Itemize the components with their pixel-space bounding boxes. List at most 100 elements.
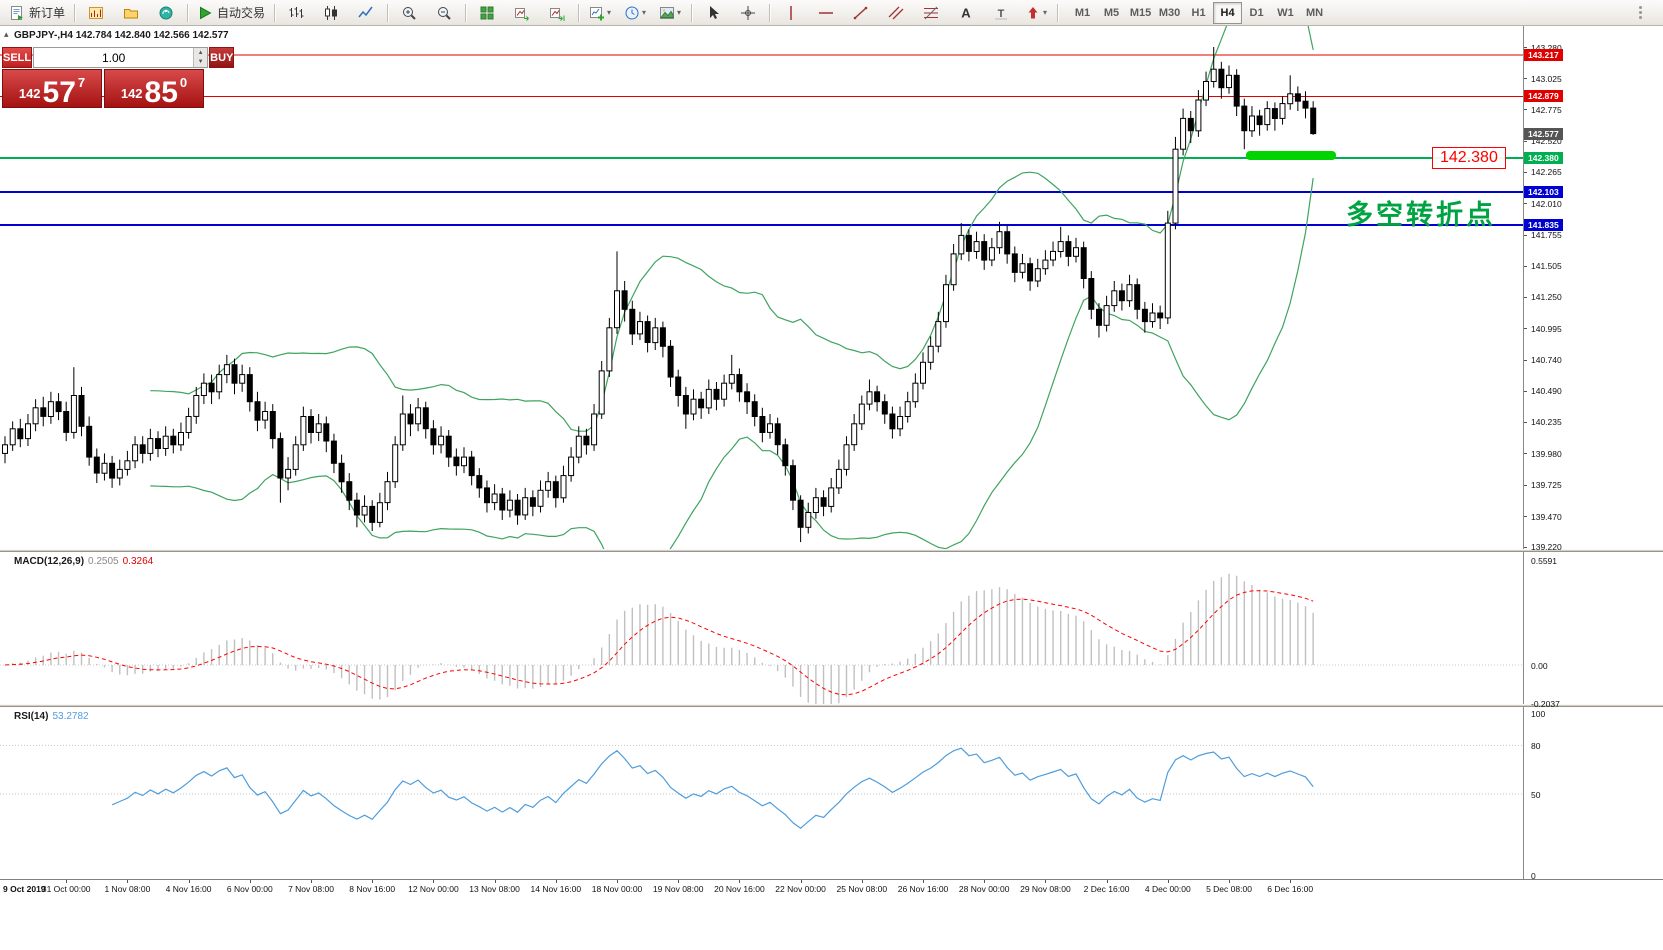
timeframe-m5-button[interactable]: M5 — [1103, 6, 1120, 19]
cursor-icon — [710, 5, 720, 19]
indicators-icon — [590, 6, 605, 20]
crosshair-tool-button[interactable] — [731, 1, 765, 25]
auto-trading-button[interactable]: 自动交易 — [192, 1, 270, 25]
main-chart-pane[interactable] — [0, 26, 1523, 549]
sell-price-panel[interactable]: 142 57 7 — [2, 69, 102, 108]
volume-input[interactable] — [34, 48, 194, 67]
time-label: 1 Nov 08:00 — [104, 884, 151, 894]
arrows-tool-button[interactable]: ▾ — [1019, 1, 1053, 25]
periods-button[interactable]: ▾ — [618, 1, 652, 25]
buy-price-pipette: 0 — [179, 75, 188, 90]
macd-main-value: 0.2505 — [88, 556, 119, 567]
auto-scroll-button[interactable] — [505, 1, 539, 25]
pane-splitter[interactable] — [0, 704, 1663, 707]
timeframe-d1-button[interactable]: D1 — [1249, 6, 1264, 19]
toolbar-separator — [465, 3, 467, 22]
pane-splitter[interactable] — [0, 549, 1663, 552]
sell-price-pipette: 7 — [77, 75, 86, 90]
buy-button[interactable]: BUY — [209, 47, 235, 68]
panel-collapse-icon[interactable]: ▴ — [4, 29, 9, 39]
candlestick-mode-button[interactable] — [314, 1, 348, 25]
trendline-icon — [853, 6, 868, 19]
price-tick: 140.740 — [1531, 355, 1562, 366]
text-icon: A — [961, 5, 971, 20]
volume-box: ▲ ▼ — [33, 47, 209, 68]
fibonacci-tool-button[interactable] — [914, 1, 948, 25]
templates-button[interactable]: ▾ — [653, 1, 687, 25]
price-badge: 142.577 — [1524, 127, 1563, 140]
timeframe-m30-button[interactable]: M30 — [1158, 6, 1181, 19]
time-label: 25 Nov 08:00 — [836, 884, 888, 894]
timeframe-w1-button[interactable]: W1 — [1277, 6, 1294, 19]
crosshair-icon — [741, 5, 756, 20]
volume-spinner: ▲ ▼ — [193, 48, 208, 67]
toolbar-separator — [691, 3, 693, 22]
indicators-button[interactable]: ▾ — [583, 1, 617, 25]
timeframe-m15-button[interactable]: M15 — [1129, 6, 1152, 19]
profiles-button[interactable] — [114, 1, 148, 25]
timeframe-h4-button[interactable]: H4 — [1213, 1, 1243, 24]
rsi-value: 53.2782 — [52, 711, 89, 722]
zoom-out-button[interactable] — [427, 1, 461, 25]
toolbar-separator — [578, 3, 580, 22]
indicators-caret-icon: ▾ — [607, 8, 612, 17]
toolbar-separator — [387, 3, 389, 22]
new-order-button[interactable]: 新订单 — [4, 1, 70, 25]
toolbar: 新订单 自动交易 — [0, 0, 1663, 26]
periods-caret-icon: ▾ — [642, 8, 647, 17]
annotation-text[interactable]: 多空转折点 — [1346, 200, 1496, 230]
price-tick: 139.220 — [1531, 542, 1562, 553]
time-label: 19 Nov 08:00 — [652, 884, 704, 894]
price-tick: 139.980 — [1531, 448, 1562, 459]
time-label: 6 Nov 00:00 — [226, 884, 273, 894]
play-icon — [200, 6, 212, 19]
toolbar-separator — [769, 3, 771, 22]
price-tick: 141.250 — [1531, 292, 1562, 303]
zoom-in-icon — [403, 6, 416, 20]
line-chart-mode-button[interactable] — [349, 1, 383, 25]
time-label: 12 Nov 00:00 — [408, 884, 459, 894]
new-chart-icon — [89, 6, 104, 19]
vertical-line-tool-button[interactable] — [774, 1, 808, 25]
price-tick: 142.010 — [1531, 198, 1562, 209]
buy-price-panel[interactable]: 142 85 0 — [104, 69, 204, 108]
timeframe-h1-button[interactable]: H1 — [1191, 6, 1206, 19]
channel-tool-button[interactable] — [879, 1, 913, 25]
volume-down-button[interactable]: ▼ — [194, 57, 208, 67]
volume-up-button[interactable]: ▲ — [194, 48, 208, 58]
cursor-tool-button[interactable] — [696, 1, 730, 25]
trendline-tool-button[interactable] — [844, 1, 878, 25]
toolbar-separator — [187, 3, 189, 22]
text-label-tool-button[interactable]: T — [984, 1, 1018, 25]
time-scale[interactable]: 9 Oct 2019 31 Oct 00:00 1 Nov 08:00 4 Nov 1… — [0, 880, 1663, 896]
toolbar-overflow-button[interactable] — [1621, 1, 1659, 25]
profiles-icon — [124, 8, 139, 18]
time-label: 31 Oct 00:00 — [41, 884, 91, 894]
horizontal-line-tool-button[interactable] — [809, 1, 843, 25]
new-chart-button[interactable] — [79, 1, 113, 25]
chart-shift-button[interactable] — [540, 1, 574, 25]
timeframe-mn-button[interactable]: MN — [1305, 6, 1324, 19]
zoom-in-button[interactable] — [392, 1, 426, 25]
price-badge: 141.835 — [1524, 218, 1563, 231]
price-scale[interactable]: 143.280 143.025 142.775 142.520 142.265 142.0… — [1524, 26, 1663, 881]
tile-windows-button[interactable] — [470, 1, 504, 25]
price-tick: 142.520 — [1531, 136, 1562, 147]
text-tool-button[interactable]: A — [949, 1, 983, 25]
sell-button[interactable]: SELL — [2, 47, 33, 68]
time-label: 28 Nov 00:00 — [958, 884, 1010, 894]
community-button[interactable] — [149, 1, 183, 25]
time-label: 9 Oct 2019 — [3, 884, 46, 894]
toolbar-separator — [74, 3, 76, 22]
new-order-icon — [11, 5, 23, 20]
timeframe-m1-button[interactable]: M1 — [1074, 6, 1091, 19]
time-label: 20 Nov 16:00 — [714, 884, 765, 894]
fibonacci-icon — [924, 6, 939, 19]
time-label: 14 Nov 16:00 — [530, 884, 582, 894]
bar-chart-mode-button[interactable] — [279, 1, 313, 25]
templates-caret-icon: ▾ — [677, 8, 682, 17]
price-level-label[interactable]: 142.380 — [1432, 147, 1506, 169]
macd-pane[interactable] — [0, 552, 1523, 704]
price-scale-divider — [1523, 26, 1524, 879]
rsi-pane[interactable] — [0, 707, 1523, 879]
